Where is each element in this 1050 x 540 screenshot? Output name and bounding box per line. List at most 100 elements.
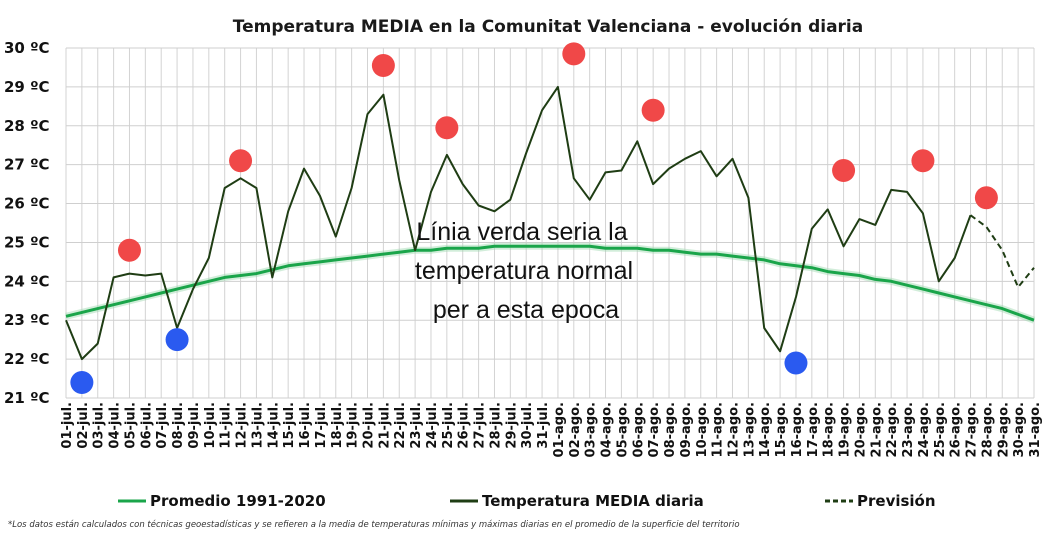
x-tick-label: 14-ago. [758, 402, 773, 457]
x-tick-label: 03-jul. [92, 402, 107, 449]
data-point-marker [974, 186, 998, 210]
annotation-line-3: per a esta epoca [433, 296, 619, 324]
x-tick-label: 08-ago. [663, 402, 678, 457]
x-tick-label: 21-ago. [869, 402, 884, 457]
data-point-marker [371, 54, 395, 77]
x-tick-label: 08-jul. [171, 402, 186, 449]
data-point-marker [229, 149, 253, 173]
y-tick-label: 21 ºC [4, 389, 50, 407]
series-layer [65, 85, 1036, 361]
data-point-marker [911, 149, 935, 173]
y-tick-label: 29 ºC [4, 78, 50, 96]
x-tick-label: 15-ago. [774, 402, 789, 457]
x-tick-label: 23-jul. [409, 402, 424, 449]
legend-label: Temperatura MEDIA diaria [482, 492, 704, 510]
y-tick-label: 22 ºC [4, 350, 50, 368]
data-point-marker [117, 238, 141, 262]
marker-layer [70, 42, 998, 394]
x-tick-label: 13-jul. [250, 402, 265, 449]
x-tick-label: 09-ago. [679, 402, 694, 457]
x-tick-label: 07-jul. [155, 402, 170, 449]
x-tick-label: 26-jul. [457, 402, 472, 449]
x-tick-label: 04-jul. [108, 402, 123, 449]
x-tick-label: 09-jul. [187, 402, 202, 449]
y-tick-label: 28 ºC [4, 117, 50, 135]
x-tick-label: 29-jul. [504, 402, 519, 449]
x-tick-label: 20-ago. [853, 402, 868, 457]
x-tick-label: 25-jul. [441, 402, 456, 449]
x-tick-label: 01-jul. [60, 402, 75, 449]
x-tick-label: 27-jul. [473, 402, 488, 449]
x-tick-label: 30-ago. [1012, 402, 1027, 457]
x-tick-label: 14-jul. [266, 402, 281, 449]
x-tick-label: 27-ago. [965, 402, 980, 457]
grid [65, 47, 1035, 399]
x-tick-label: 19-jul. [346, 402, 361, 449]
x-tick-label: 16-ago. [790, 402, 805, 457]
x-tick-label: 01-ago. [552, 402, 567, 457]
x-tick-label: 02-ago. [568, 402, 583, 457]
legend: Promedio 1991-2020 Temperatura MEDIA diar… [118, 492, 936, 510]
x-tick-label: 02-jul. [76, 402, 91, 449]
data-point-marker [784, 351, 808, 375]
annotation-line-1: Línia verda seria la [416, 218, 627, 246]
series-line-promedio [65, 244, 1035, 322]
series-line-prevision [969, 214, 1035, 289]
x-tick-label: 04-ago. [600, 402, 615, 457]
legend-label: Previsión [857, 492, 936, 510]
x-tick-label: 29-ago. [996, 402, 1011, 457]
data-point-marker [832, 159, 856, 182]
x-tick-label: 24-ago. [917, 402, 932, 457]
x-tick-label: 15-jul. [282, 402, 297, 449]
x-tick-label: 17-ago. [806, 402, 821, 457]
x-tick-label: 24-jul. [425, 402, 440, 449]
x-tick-label: 28-ago. [980, 402, 995, 457]
y-tick-label: 30 ºC [4, 39, 50, 57]
y-axis: 21 ºC 22 ºC 23 ºC 24 ºC 25 ºC 26 ºC 27 ºC 28 ºC… [4, 39, 50, 407]
x-tick-label: 12-jul. [235, 402, 250, 449]
x-tick-label: 31-jul. [536, 402, 551, 449]
x-tick-label: 21-jul. [377, 402, 392, 449]
y-tick-label: 25 ºC [4, 233, 50, 251]
x-axis: 01-jul. 02-jul. 03-jul. 04-jul. 05-jul. 06-ju… [60, 402, 1043, 457]
x-tick-label: 10-ago. [695, 402, 710, 457]
data-point-marker [641, 98, 665, 122]
x-tick-label: 25-ago. [933, 402, 948, 457]
x-tick-label: 03-ago. [584, 402, 599, 457]
x-tick-label: 05-jul. [123, 402, 138, 449]
x-tick-label: 23-ago. [901, 402, 916, 457]
x-tick-label: 07-ago. [647, 402, 662, 457]
y-tick-label: 24 ºC [4, 272, 50, 290]
x-tick-label: 13-ago. [742, 402, 757, 457]
x-tick-label: 06-ago. [631, 402, 646, 457]
x-tick-label: 28-jul. [488, 402, 503, 449]
x-tick-label: 18-jul. [330, 402, 345, 449]
x-tick-label: 06-jul. [139, 402, 154, 449]
x-tick-label: 11-jul. [219, 402, 234, 449]
x-tick-label: 26-ago. [949, 402, 964, 457]
series-line-temperatura-media [65, 85, 972, 361]
legend-label: Promedio 1991-2020 [150, 492, 326, 510]
x-tick-label: 16-jul. [298, 402, 313, 449]
footnote: *Los datos están calculados con técnicas… [8, 519, 740, 530]
x-tick-label: 20-jul. [362, 402, 377, 449]
data-point-marker [70, 370, 94, 394]
x-tick-label: 11-ago. [711, 402, 726, 457]
y-tick-label: 26 ºC [4, 195, 50, 213]
data-point-marker [435, 116, 459, 140]
x-tick-label: 17-jul. [314, 402, 329, 449]
y-tick-label: 23 ºC [4, 311, 50, 329]
data-point-marker [562, 42, 586, 66]
data-point-marker [165, 328, 189, 352]
x-tick-label: 19-ago. [838, 402, 853, 457]
x-tick-label: 30-jul. [520, 402, 535, 449]
x-tick-label: 18-ago. [822, 402, 837, 457]
x-tick-label: 22-ago. [885, 402, 900, 457]
x-tick-label: 12-ago. [726, 402, 741, 457]
chart-title: Temperatura MEDIA en la Comunitat Valenc… [233, 17, 863, 37]
x-tick-label: 31-ago. [1028, 402, 1043, 457]
y-tick-label: 27 ºC [4, 156, 50, 174]
annotation-line-2: temperatura normal [415, 257, 633, 285]
